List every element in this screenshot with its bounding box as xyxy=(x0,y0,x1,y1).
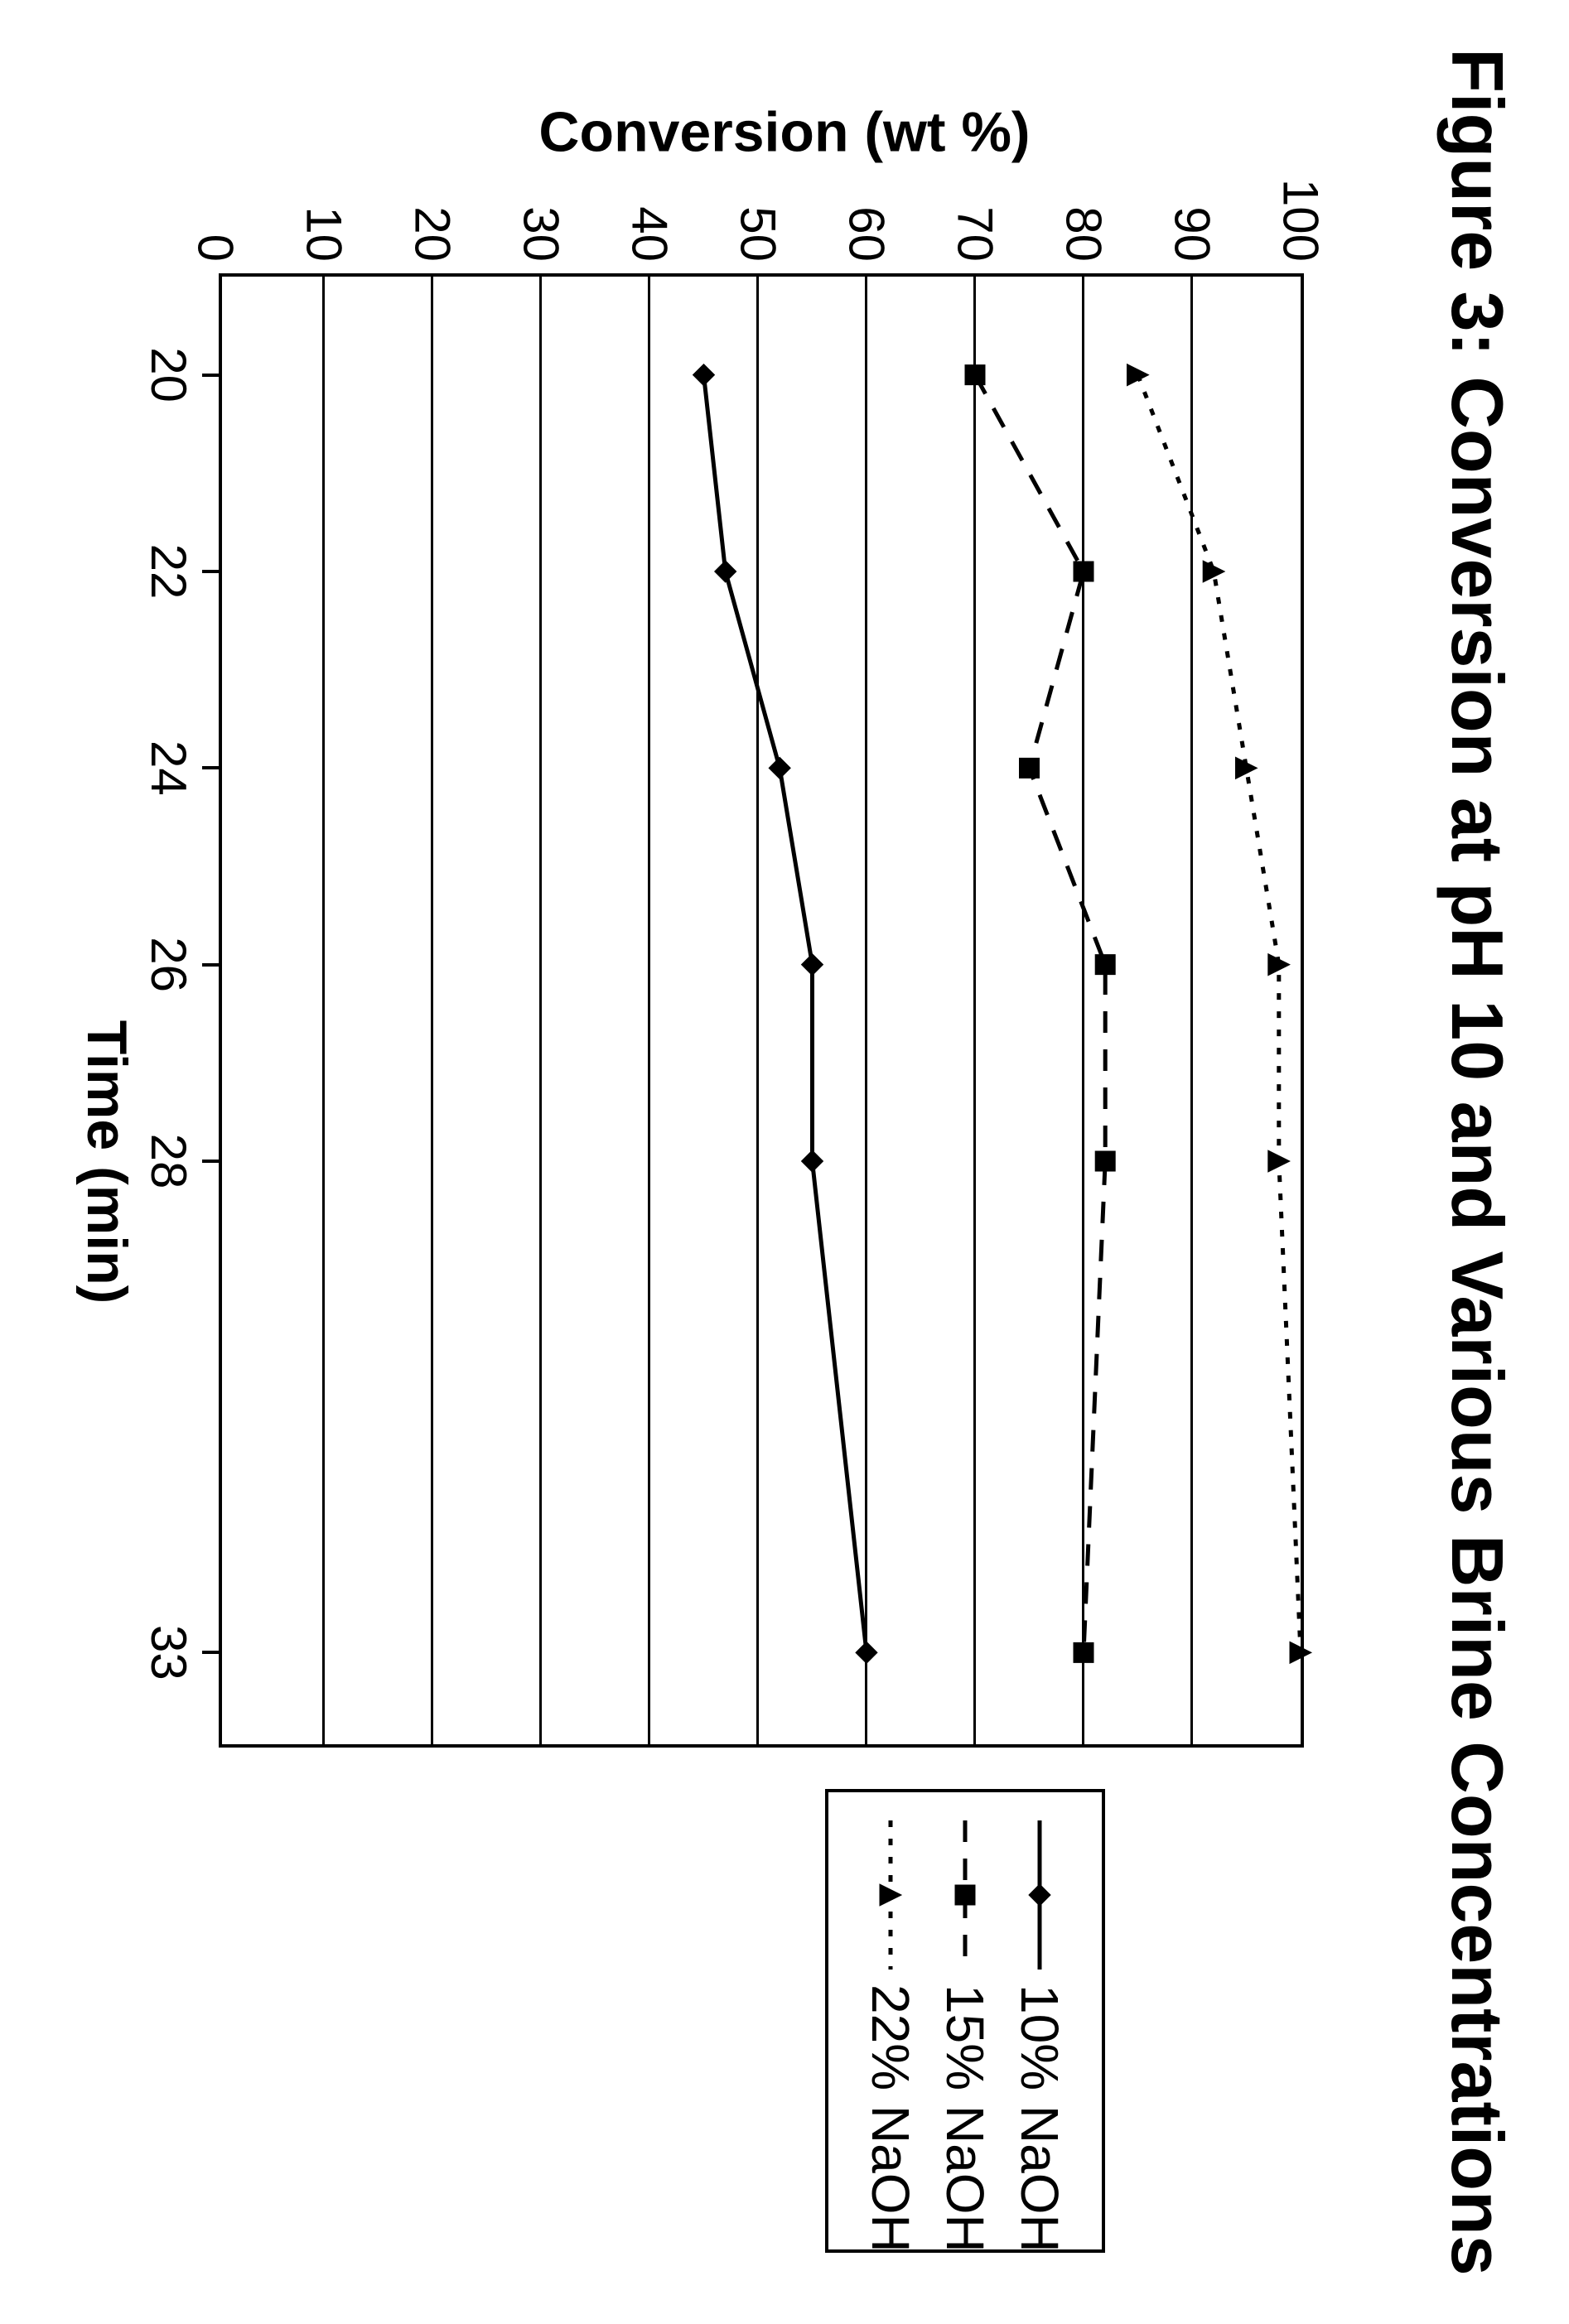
series-marker xyxy=(1095,1151,1115,1171)
gridline xyxy=(865,277,867,1744)
y-tick-label: 30 xyxy=(513,206,570,262)
y-tick-label: 50 xyxy=(730,206,787,262)
series-marker xyxy=(715,561,736,582)
x-tick-label: 26 xyxy=(140,937,197,992)
series-marker xyxy=(1290,1642,1311,1663)
series-marker xyxy=(693,364,715,386)
legend-item: 15% NaOH xyxy=(928,1820,1002,2221)
gridline xyxy=(1190,277,1193,1744)
x-tick-label: 33 xyxy=(140,1625,197,1680)
x-tick xyxy=(202,1160,222,1163)
series-marker xyxy=(1095,955,1115,975)
x-tick-label: 22 xyxy=(140,544,197,600)
x-tick xyxy=(202,1651,222,1654)
legend-swatch xyxy=(874,1820,907,1970)
series-marker xyxy=(802,954,823,976)
x-tick-label: 20 xyxy=(140,347,197,403)
y-axis-label: Conversion (wt %) xyxy=(0,99,1569,166)
gridline xyxy=(322,277,325,1744)
y-tick-label: 0 xyxy=(187,234,244,262)
series-line xyxy=(1138,375,1301,1653)
y-tick-label: 20 xyxy=(404,206,461,262)
y-tick-label: 40 xyxy=(621,206,678,262)
plot-area: 0102030405060708090100202224262833 xyxy=(219,273,1304,1748)
y-tick-label: 60 xyxy=(838,206,896,262)
legend-item: 22% NaOH xyxy=(853,1820,928,2221)
gridline xyxy=(539,277,542,1744)
x-tick-label: 24 xyxy=(140,740,197,796)
series-marker xyxy=(1268,1150,1290,1172)
x-tick xyxy=(202,374,222,377)
gridline xyxy=(648,277,650,1744)
series-marker xyxy=(1203,561,1224,582)
x-tick xyxy=(202,766,222,769)
gridline xyxy=(973,277,976,1744)
legend-swatch xyxy=(949,1820,982,1970)
y-tick-label: 10 xyxy=(296,206,353,262)
legend-label: 15% NaOH xyxy=(934,1984,996,2253)
gridline xyxy=(1082,277,1084,1744)
legend-swatch xyxy=(1023,1820,1056,1970)
x-tick xyxy=(202,963,222,967)
x-tick xyxy=(202,570,222,573)
series-marker xyxy=(802,1150,823,1172)
plot-svg xyxy=(222,277,1301,1744)
y-tick-label: 90 xyxy=(1164,206,1221,262)
y-tick-label: 100 xyxy=(1272,179,1330,262)
legend-item: 10% NaOH xyxy=(1002,1820,1077,2221)
series-marker xyxy=(1127,364,1149,386)
y-tick-label: 80 xyxy=(1055,206,1113,262)
series-marker xyxy=(1020,758,1040,778)
chart-title: Figure 3: Conversion at pH 10 and Variou… xyxy=(1436,0,1519,2324)
series-marker xyxy=(769,757,790,779)
legend-label: 10% NaOH xyxy=(1009,1984,1070,2253)
legend: 10% NaOH15% NaOH22% NaOH xyxy=(825,1789,1105,2253)
x-tick-label: 28 xyxy=(140,1134,197,1189)
gridline xyxy=(756,277,759,1744)
gridline xyxy=(431,277,433,1744)
y-tick-label: 70 xyxy=(947,206,1004,262)
x-axis-label: Time (min) xyxy=(75,0,139,2324)
y-axis-label-text: Conversion (wt %) xyxy=(538,100,1030,165)
legend-label: 22% NaOH xyxy=(860,1984,921,2253)
